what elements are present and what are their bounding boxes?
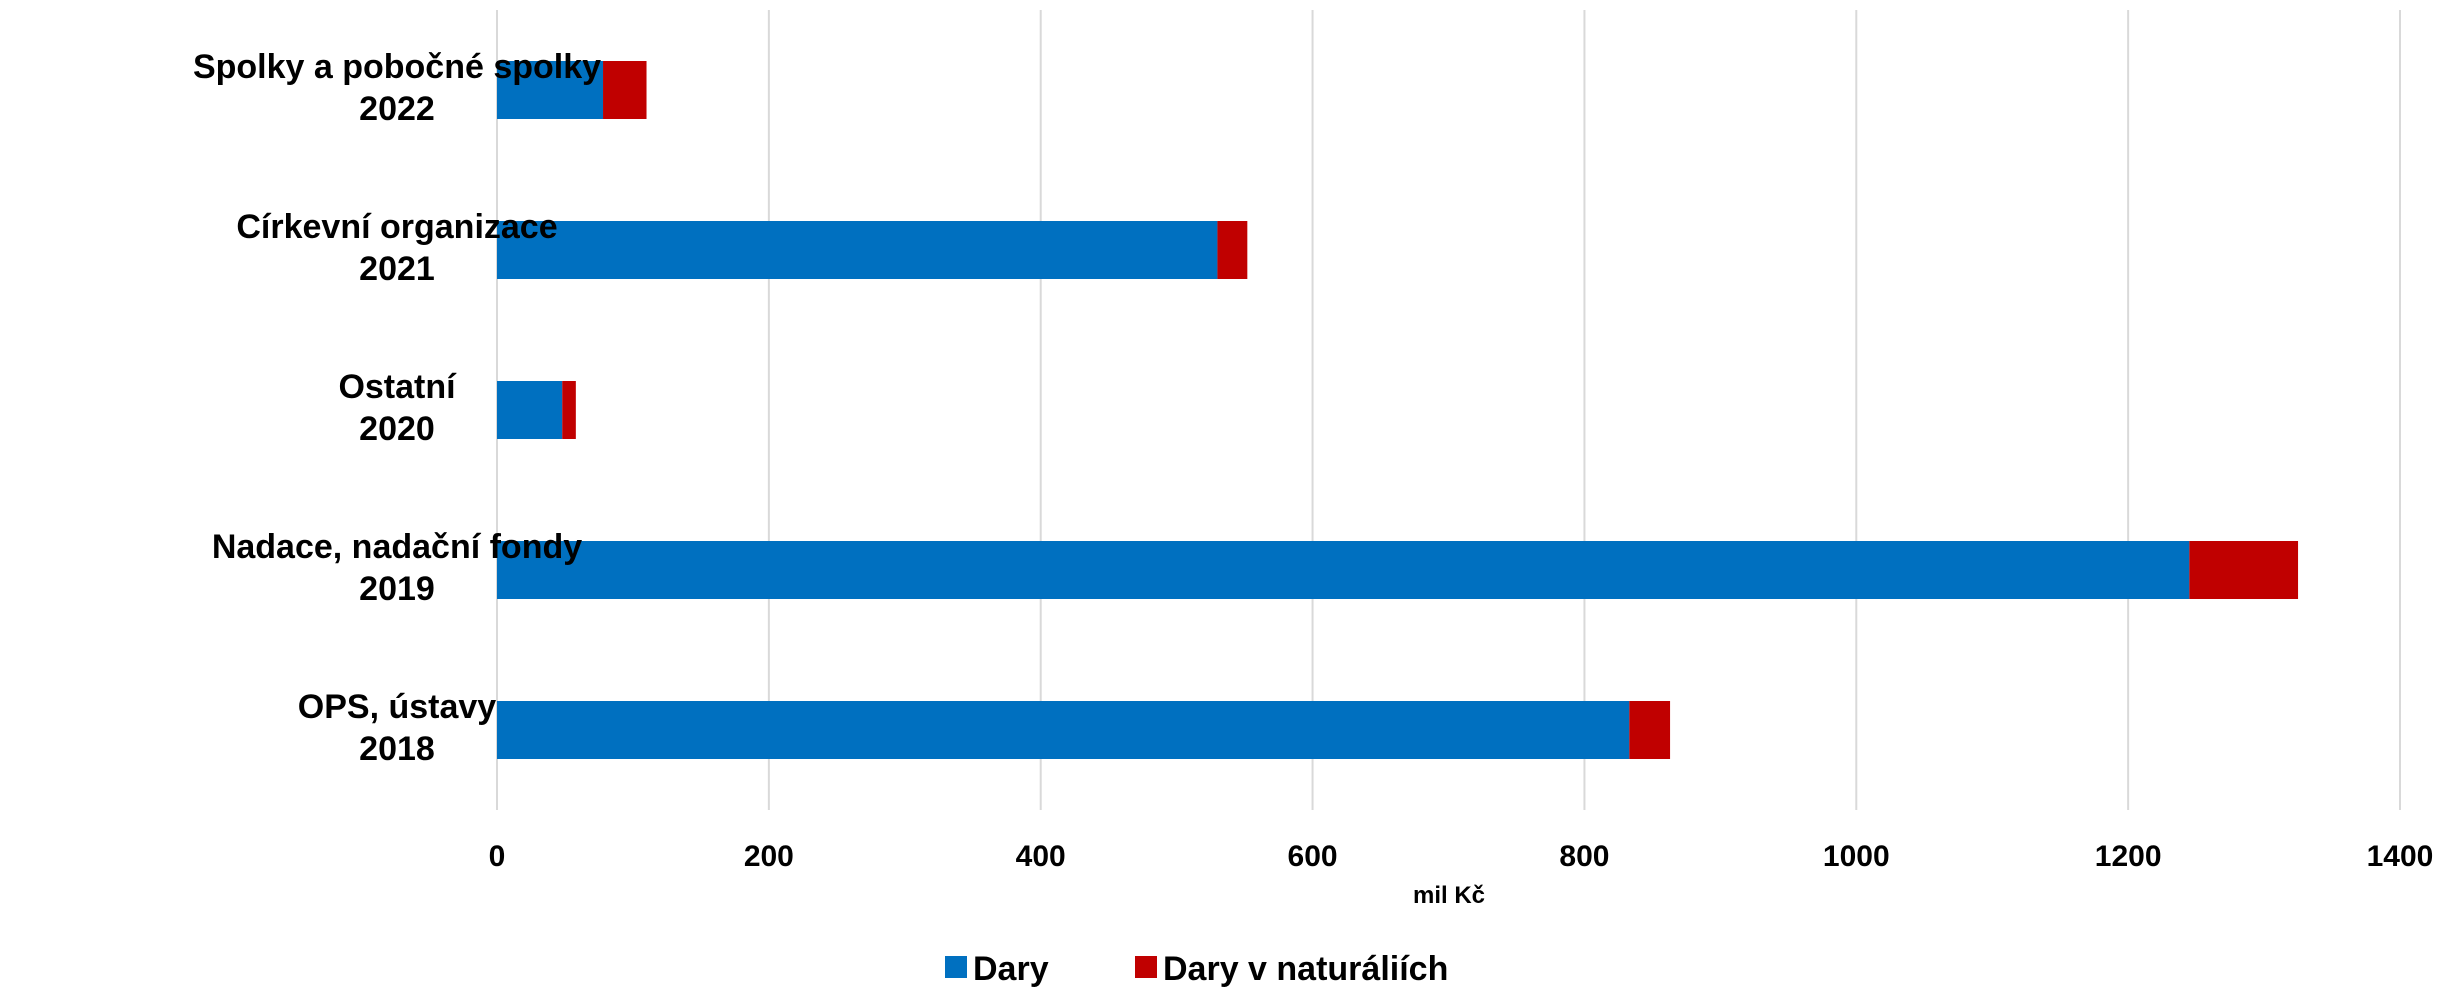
x-tick-label-7: 1400 [2367,840,2434,873]
category-label-2-0: Ostatní [338,368,457,406]
category-label-1-1: 2021 [359,250,435,288]
bar-3-0 [497,541,2190,599]
x-axis-title: mil Kč [1413,882,1485,909]
category-label-2-1: 2020 [359,410,435,448]
x-tick-label-5: 1000 [1823,840,1890,873]
bar-2-0 [497,381,563,439]
x-tick-label-1: 200 [744,840,794,873]
legend: Dary Dary v naturáliích [945,950,1448,988]
legend-swatch-0 [945,956,967,978]
bar-3-1 [2189,541,2299,599]
legend-swatch-1 [1135,956,1157,978]
category-label-1-0: Církevní organizace [236,208,557,246]
x-tick-label-0: 0 [489,840,506,873]
x-tick-label-6: 1200 [2095,840,2162,873]
bar-1-0 [497,221,1218,279]
bar-1-1 [1217,221,1248,279]
bar-0-1 [603,61,647,119]
category-label-4-1: 2018 [359,730,435,768]
x-tick-label-2: 400 [1016,840,1066,873]
bar-4-1 [1629,701,1671,759]
category-label-3-1: 2019 [359,570,435,608]
category-label-0-0: Spolky a pobočné spolky [193,48,601,86]
category-label-4-0: OPS, ústavy [298,688,497,726]
category-label-0-1: 2022 [359,90,435,128]
bar-2-1 [562,381,576,439]
legend-label-0: Dary [973,950,1049,988]
x-tick-label-4: 800 [1559,840,1609,873]
bar-4-0 [497,701,1630,759]
x-tick-labels: 0 200 400 600 800 1000 1200 1400 [489,840,2434,873]
bars [497,61,2299,759]
legend-label-1: Dary v naturáliích [1163,950,1448,988]
category-label-3-0: Nadace, nadační fondy [212,528,582,566]
category-labels: Spolky a pobočné spolky 2022 Církevní orga… [193,48,601,768]
gridlines [496,10,2401,810]
x-tick-label-3: 600 [1288,840,1338,873]
bar-0-0 [497,61,604,119]
